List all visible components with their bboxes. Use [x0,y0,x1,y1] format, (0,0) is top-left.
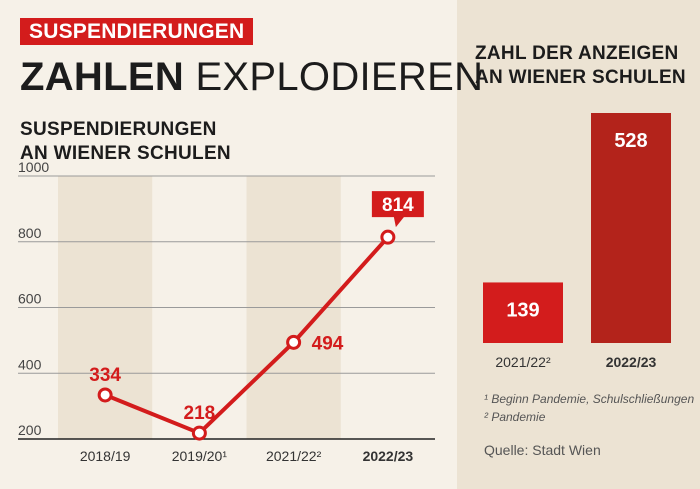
data-label: 218 [184,403,216,424]
data-point [97,387,113,403]
x-tick-label: 2018/19 [80,448,131,464]
bar-chart-title: ZAHL DER ANZEIGEN AN WIENER SCHULEN [475,42,695,90]
value-callout [371,191,424,228]
headline-light: EXPLODIEREN [195,55,484,99]
bar [483,282,563,343]
footnotes: ¹ Beginn Pandemie, Schulschließungen ² P… [484,390,694,426]
bar [591,113,671,343]
bar-category-label: 2021/22² [495,354,551,370]
bar-chart-title-line-1: ZAHL DER ANZEIGEN [475,43,679,64]
y-tick-label: 1000 [18,160,49,175]
bar-category-label: 2022/23 [606,354,657,370]
y-tick-label: 800 [18,225,42,241]
line-chart-title-line-1: SUSPENDIERUNGEN [20,119,217,140]
x-tick-label: 2022/23 [363,448,414,464]
footnote-2: ² Pandemie [484,410,546,424]
y-tick-label: 600 [18,291,42,307]
data-point [380,229,396,245]
y-tick-label: 200 [18,422,42,438]
series-line [104,235,390,436]
bar-chart: 139 2021/22² 528 2022/23 [483,113,671,370]
data-label: 814 [382,195,414,216]
bar-value-label: 139 [506,299,539,321]
x-tick-label: 2019/20¹ [172,448,228,464]
headline-bold: ZAHLEN [20,55,185,99]
bar-value-label: 528 [614,130,647,152]
data-point [191,425,207,441]
line-chart: 1000 800 600 400 200 2018/19 2019/20¹ 2021/22² 2… [18,160,435,464]
data-point [286,334,302,350]
footnote-1: ¹ Beginn Pandemie, Schulschließungen [484,392,695,406]
kicker-label: SUSPENDIERUNGEN [20,18,254,45]
data-label: 334 [89,365,121,386]
data-label: 494 [312,333,344,354]
source-note: Quelle: Stadt Wien [484,442,601,458]
line-chart-title-line-2: AN WIENER SCHULEN [20,143,231,164]
y-tick-label: 400 [18,356,42,372]
x-tick-label: 2021/22² [266,448,322,464]
bar-chart-title-line-2: AN WIENER SCHULEN [475,67,686,88]
line-chart-title: SUSPENDIERUNGEN AN WIENER SCHULEN [20,118,320,166]
headline: ZAHLEN EXPLODIEREN [20,55,483,99]
